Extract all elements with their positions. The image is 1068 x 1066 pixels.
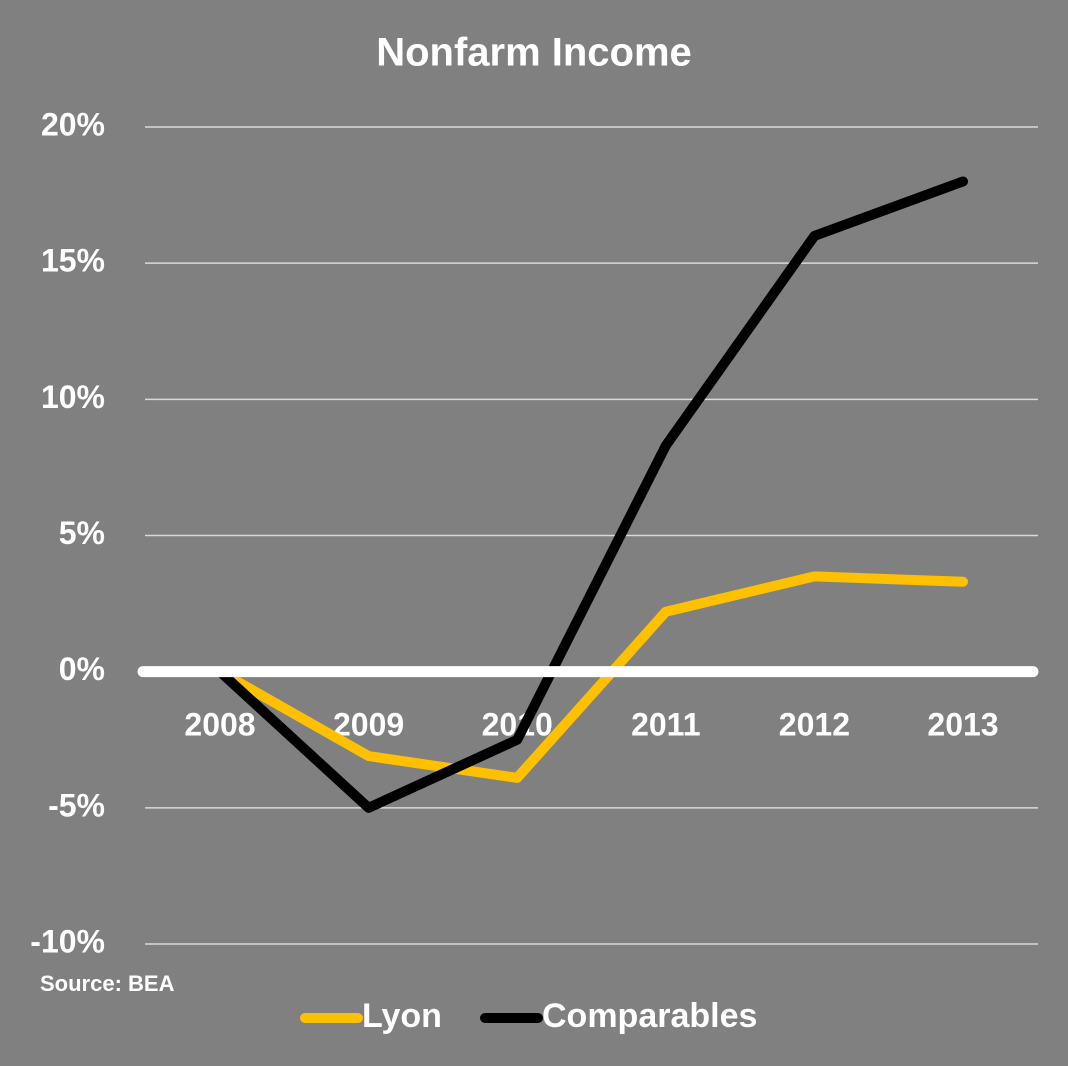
legend-label: Lyon — [362, 997, 442, 1035]
y-tick-label: -10% — [30, 923, 105, 959]
y-tick-label: 5% — [59, 515, 105, 551]
series-line — [215, 176, 968, 813]
y-tick-label: -5% — [48, 787, 105, 823]
x-tick-label: 2009 — [333, 706, 404, 742]
legend-label: Comparables — [542, 997, 757, 1035]
x-tick-label: 2012 — [779, 706, 850, 742]
y-tick-label: 0% — [59, 651, 105, 687]
x-tick-label: 2008 — [184, 706, 255, 742]
y-tick-label: 15% — [41, 243, 105, 279]
series-line — [215, 571, 968, 783]
y-tick-label: 10% — [41, 379, 105, 415]
x-tick-label: 2011 — [631, 706, 700, 742]
y-tick-label: 20% — [41, 106, 105, 142]
source-note: Source: BEA — [40, 971, 175, 996]
chart-title: Nonfarm Income — [376, 31, 692, 75]
x-tick-label: 2013 — [927, 706, 998, 742]
